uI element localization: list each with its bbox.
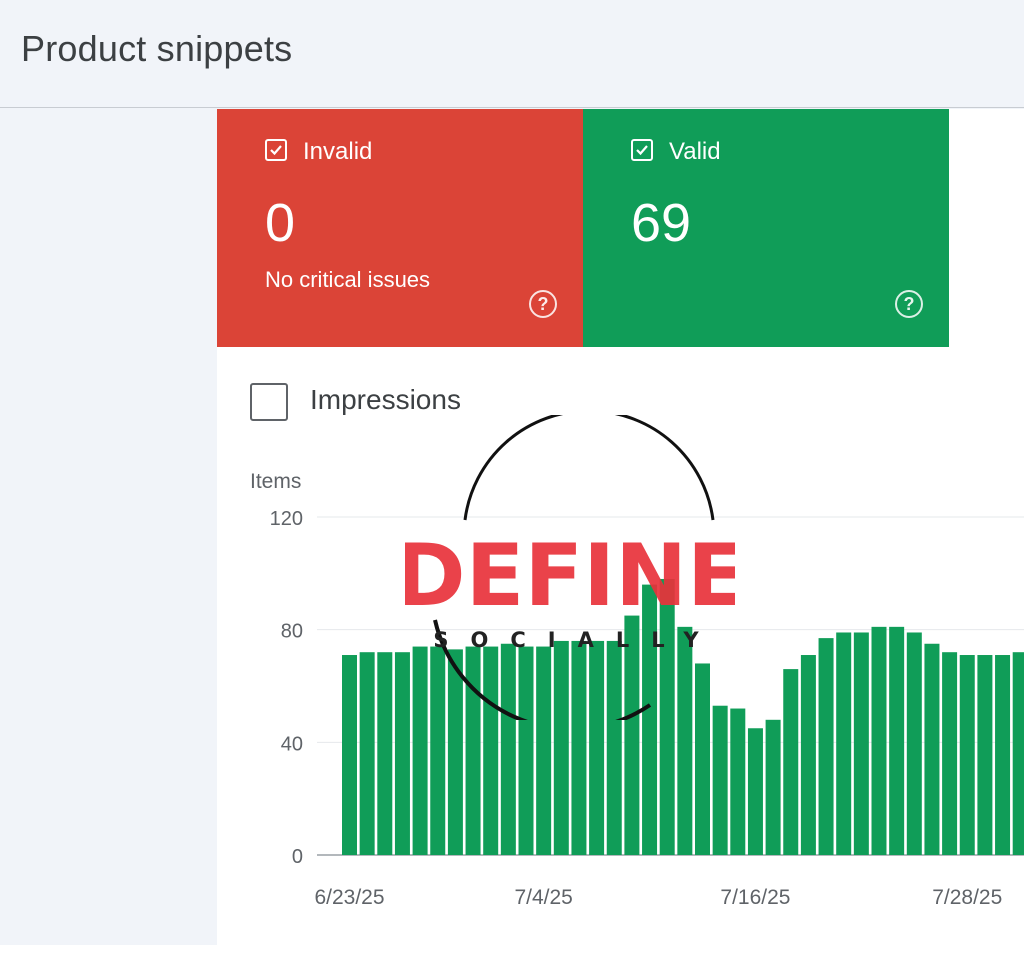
chart-bar [447, 649, 463, 855]
help-circle-icon[interactable]: ? [529, 290, 557, 318]
x-tick-label: 7/28/25 [932, 886, 1002, 909]
chart-bar [465, 646, 481, 855]
chart-bar [394, 652, 410, 855]
y-tick-label: 40 [281, 733, 303, 755]
chart-bar [1012, 652, 1024, 855]
chart-bar [995, 655, 1011, 855]
y-tick-label: 80 [281, 621, 303, 643]
chart-bar [712, 705, 728, 855]
chart-bar [783, 669, 799, 855]
chart-bar [659, 578, 675, 855]
invalid-label: Invalid [303, 138, 373, 165]
x-tick-label: 6/23/25 [314, 886, 384, 909]
chart-bar [765, 719, 781, 855]
chart-bar [571, 640, 587, 855]
invalid-subtitle: No critical issues [265, 267, 431, 292]
chart-bar [412, 646, 428, 855]
chart-bar [977, 655, 993, 855]
chart-bar [853, 632, 869, 855]
y-axis-title: Items [250, 470, 302, 493]
checkbox-checked-icon[interactable] [265, 139, 287, 161]
impressions-checkbox[interactable] [250, 383, 288, 421]
chart-bar [377, 652, 393, 855]
x-tick-label: 7/16/25 [720, 886, 790, 909]
chart-bar [924, 643, 940, 855]
chart-bar [747, 728, 763, 855]
chart-bar [642, 584, 658, 855]
chart-bar [906, 632, 922, 855]
chart-bar [430, 646, 446, 855]
chart-bar [800, 655, 816, 855]
chart-bar [889, 626, 905, 855]
chart-bar [942, 652, 958, 855]
chart-bar [483, 646, 499, 855]
y-tick-label: 0 [292, 846, 303, 868]
page-title: Product snippets [21, 28, 293, 69]
chart-bar [553, 640, 569, 855]
chart-bar [606, 640, 622, 855]
chart-bar [342, 655, 357, 855]
valid-card[interactable]: Valid 69 ? [583, 109, 949, 347]
chart-bar [818, 638, 834, 855]
y-tick-label: 120 [270, 508, 303, 530]
chart-bar [536, 646, 552, 855]
chart-bar [624, 615, 640, 855]
help-circle-icon[interactable]: ? [895, 290, 923, 318]
chart-bar [677, 626, 693, 855]
invalid-count: 0 [265, 193, 296, 253]
checkbox-checked-icon[interactable] [631, 139, 653, 161]
chart-bar [695, 663, 710, 855]
chart-bar [518, 646, 534, 855]
chart-bar [359, 652, 375, 855]
chart-bar [871, 626, 887, 855]
impressions-label: Impressions [310, 384, 461, 415]
x-tick-label: 7/4/25 [514, 886, 572, 909]
chart-bar [500, 643, 516, 855]
chart-bar [836, 632, 852, 855]
valid-label: Valid [669, 138, 721, 165]
invalid-card[interactable]: Invalid 0 No critical issues ? [217, 109, 583, 347]
chart-bar [959, 655, 975, 855]
page-header: Product snippets [0, 0, 1024, 108]
chart-bar [730, 708, 746, 855]
valid-count: 69 [631, 193, 692, 253]
chart-bar [589, 640, 605, 855]
